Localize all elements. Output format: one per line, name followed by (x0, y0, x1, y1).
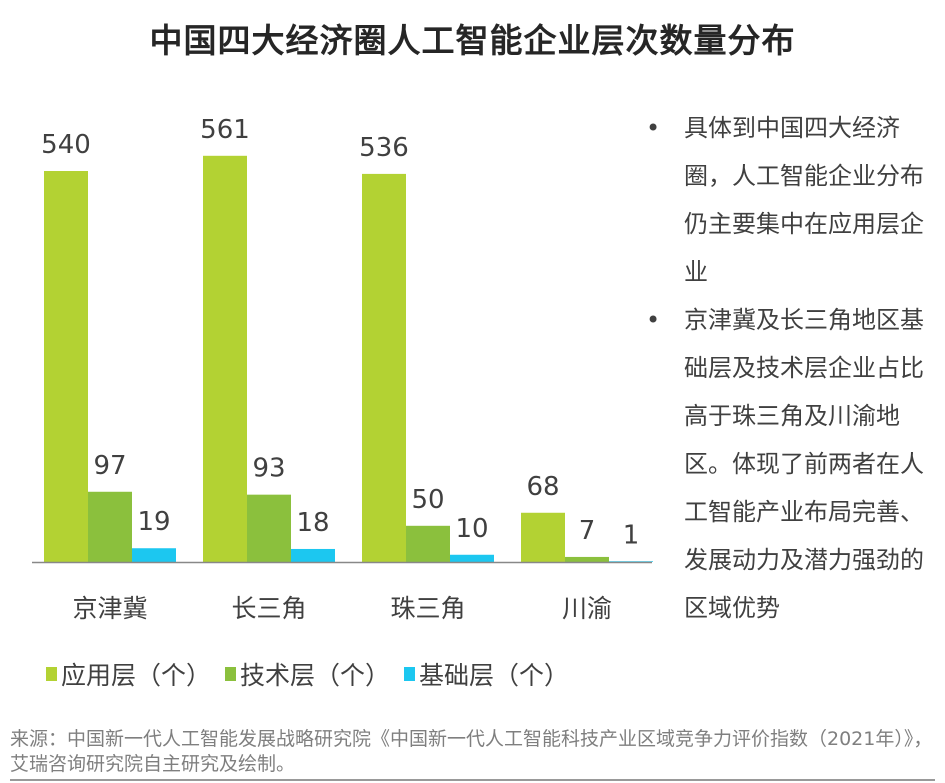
bullet: • (646, 114, 661, 142)
legend-item-application: 应用层（个） (46, 656, 211, 692)
bar (450, 554, 494, 562)
bar (44, 171, 88, 562)
legend-swatch (46, 667, 57, 681)
notes-panel: • 具体到中国四大经济圈，人工智能企业分布仍主要集中在应用层企业 • 京津冀及长三角… (642, 104, 942, 632)
bar (132, 548, 176, 562)
category-label: 京津冀 (72, 594, 147, 623)
legend-label: 应用层（个） (61, 661, 212, 690)
legend-item-foundation: 基础层（个） (404, 656, 569, 692)
data-label: 93 (252, 454, 285, 484)
source-note: 来源：中国新一代人工智能发展战略研究院《中国新一代人工智能科技产业区域竞争力评价… (10, 727, 935, 781)
chart-title: 中国四大经济圈人工智能企业层次数量分布 (149, 21, 796, 60)
bar (203, 155, 247, 563)
bar (362, 173, 406, 562)
bar (247, 494, 291, 562)
note-item: • 具体到中国四大经济圈，人工智能企业分布仍主要集中在应用层企业 (642, 104, 942, 296)
data-label: 7 (579, 516, 596, 546)
legend-label: 技术层（个） (240, 661, 391, 690)
bar (609, 561, 653, 562)
bar (406, 525, 450, 562)
legend-swatch (225, 667, 237, 681)
note-item: • 京津冀及长三角地区基础层及技术层企业占比高于珠三角及川渝地区。体现了前两者在人… (642, 296, 942, 632)
bar (88, 491, 132, 562)
data-label: 18 (296, 508, 329, 538)
data-label: 540 (41, 130, 91, 160)
note-text: 具体到中国四大经济圈，人工智能企业分布仍主要集中在应用层企业 (684, 114, 924, 286)
bar-chart: 540 97 19 京津冀 561 93 18 长三角 536 50 10 珠三角 68 7 1 川渝 (32, 115, 653, 623)
legend-item-technology: 技术层（个） (225, 656, 390, 692)
data-label: 19 (137, 507, 170, 537)
data-label: 1 (623, 520, 640, 550)
bar (565, 556, 609, 562)
data-label: 561 (200, 115, 250, 145)
category-label: 长三角 (231, 594, 306, 623)
data-label: 50 (411, 485, 444, 515)
legend-swatch (404, 667, 416, 681)
note-text: 京津冀及长三角地区基础层及技术层企业占比高于珠三角及川渝地区。体现了前两者在人工… (684, 306, 924, 622)
bar (291, 548, 335, 562)
legend: 应用层（个） 技术层（个） 基础层（个） (46, 656, 583, 692)
bullet: • (646, 306, 661, 334)
category-label: 川渝 (562, 594, 612, 623)
bar (521, 512, 565, 562)
category-label: 珠三角 (390, 594, 465, 623)
data-label: 536 (359, 133, 409, 163)
data-label: 97 (93, 451, 126, 481)
data-label: 68 (526, 472, 559, 502)
data-label: 10 (455, 514, 488, 544)
legend-label: 基础层（个） (419, 661, 570, 690)
